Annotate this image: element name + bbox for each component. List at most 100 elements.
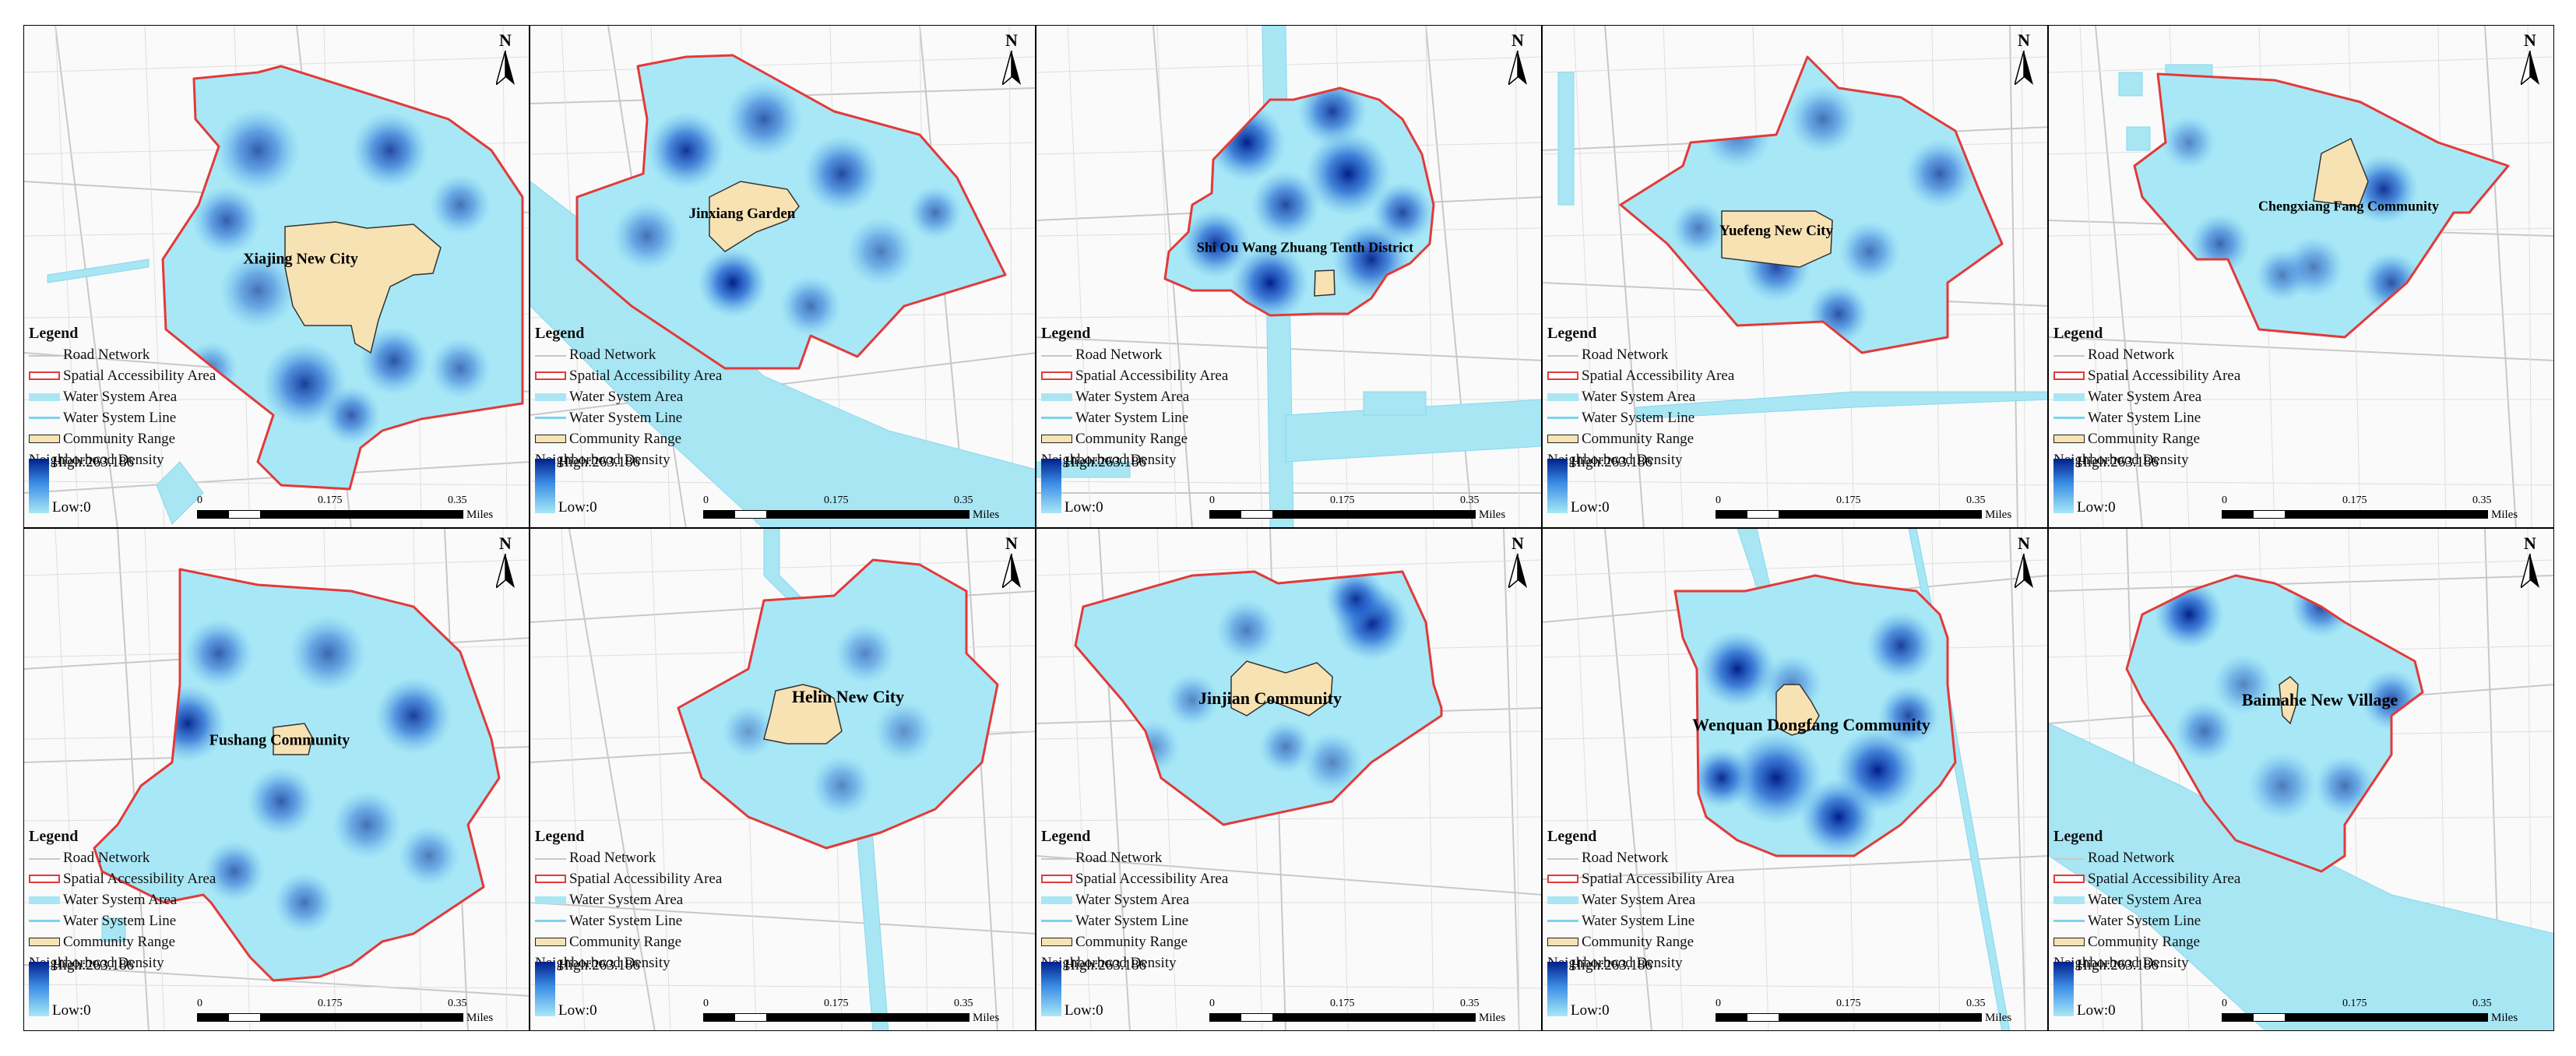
legend: Legend Road Network Spatial Accessibility …: [1547, 826, 1804, 973]
community-label: Shi Ou Wang Zhuang Tenth District: [1196, 239, 1414, 255]
scale-bar-graphic: [703, 510, 970, 519]
scale-zero: 0: [703, 998, 709, 1009]
legend-water-area-label: Water System Area: [2088, 389, 2202, 405]
density-high-label: High:263.186: [52, 957, 135, 973]
legend-item-community: Community Range: [535, 931, 792, 952]
water-area-swatch: [1547, 392, 1578, 401]
legend-item-area: Spatial Accessibility Area: [1041, 868, 1298, 889]
spatial-accessibility-boundary: [161, 65, 524, 491]
water-line-swatch: [1041, 417, 1072, 419]
map-canvas: [1036, 529, 1541, 1030]
area-swatch: [29, 875, 60, 883]
map-canvas: [2049, 26, 2553, 527]
scale-bar: 0 0.175 0.35 Miles: [2222, 495, 2549, 526]
spatial-accessibility-boundary: [1163, 86, 1435, 317]
legend-item-community: Community Range: [535, 428, 792, 449]
water-area: [101, 917, 126, 942]
scale-unit: Miles: [2491, 509, 2518, 521]
water-area: [47, 259, 150, 283]
scale-unit: Miles: [1479, 1012, 1506, 1024]
water-line-swatch: [2053, 920, 2085, 922]
legend-item-water-line: Water System Line: [1547, 910, 1804, 931]
scale-unit: Miles: [1985, 509, 2012, 521]
scale-bar: 0 0.175 0.35 Miles: [703, 495, 1030, 526]
legend-water-area-label: Water System Area: [569, 389, 684, 405]
legend-area-label: Spatial Accessibility Area: [63, 368, 216, 384]
legend-item-road: Road Network: [1041, 344, 1298, 365]
community-label: Helin New City: [791, 687, 905, 706]
scale-bar: 0 0.175 0.35 Miles: [2222, 998, 2549, 1029]
legend-area-label: Spatial Accessibility Area: [1582, 871, 1735, 887]
density-surface: [1621, 57, 2002, 353]
legend-road-label: Road Network: [1582, 347, 1669, 363]
area-swatch: [535, 371, 566, 380]
community-swatch: [535, 938, 566, 946]
water-area-swatch: [1547, 896, 1578, 904]
scale-zero: 0: [703, 495, 709, 506]
legend-water-line-label: Water System Line: [569, 913, 683, 929]
legend-item-road: Road Network: [1547, 344, 1804, 365]
water-area-swatch: [29, 392, 60, 401]
water-area: [2126, 126, 2151, 151]
density-high-label: High:263.186: [2077, 454, 2159, 470]
legend-water-line-label: Water System Line: [63, 410, 177, 426]
scale-bar: 0 0.175 0.35 Miles: [1209, 998, 1536, 1029]
map-canvas: [2049, 529, 2553, 1030]
spatial-accessibility-boundary: [2133, 72, 2510, 339]
legend-item-community: Community Range: [2053, 428, 2310, 449]
legend: Legend Road Network Spatial Accessibility …: [535, 323, 792, 470]
legend-community-label: Community Range: [1582, 431, 1694, 447]
north-arrow-icon: [1508, 51, 1527, 85]
legend-area-label: Spatial Accessibility Area: [63, 871, 216, 887]
map-canvas: [1036, 26, 1541, 527]
scale-max: 0.35: [2472, 495, 2492, 506]
legend-title: Legend: [535, 828, 585, 845]
density-color-ramp: [29, 459, 49, 513]
legend-item-water-area: Water System Area: [535, 386, 792, 407]
legend-road-label: Road Network: [63, 850, 150, 866]
legend-item-water-area: Water System Area: [2053, 889, 2310, 910]
scale-unit: Miles: [1985, 1012, 2012, 1024]
community-range: [284, 221, 442, 354]
north-label: N: [2524, 533, 2536, 553]
north-arrow: N: [2514, 30, 2546, 85]
map-grid: Xiajing New City N Legend Road Network Spati…: [23, 25, 2554, 1031]
density-low-label: Low:0: [2077, 1002, 2116, 1019]
water-area: [1363, 391, 1427, 416]
scale-mid: 0.175: [2342, 495, 2367, 506]
scale-mid: 0.175: [2342, 998, 2367, 1009]
legend-item-community: Community Range: [29, 931, 286, 952]
scale-unit: Miles: [2491, 1012, 2518, 1024]
legend-item-community: Community Range: [29, 428, 286, 449]
legend-road-label: Road Network: [2088, 347, 2175, 363]
legend-item-road: Road Network: [535, 344, 792, 365]
area-swatch: [1041, 875, 1072, 883]
legend-road-label: Road Network: [1075, 850, 1163, 866]
north-arrow-icon: [2015, 51, 2033, 85]
legend-item-water-area: Water System Area: [535, 889, 792, 910]
legend-road-label: Road Network: [569, 850, 656, 866]
road-swatch: [535, 354, 566, 357]
area-swatch: [2053, 875, 2085, 883]
legend-density-title: Neighborhood Density: [2053, 452, 2189, 468]
scale-max: 0.35: [448, 495, 467, 506]
density-high-label: High:263.186: [1571, 957, 1653, 973]
legend-community-label: Community Range: [1582, 934, 1694, 950]
community-range: [2313, 137, 2369, 207]
water-area-swatch: [535, 392, 566, 401]
scale-max: 0.35: [1460, 495, 1480, 506]
legend-water-line-label: Water System Line: [1582, 913, 1695, 929]
scale-bar-graphic: [2222, 510, 2488, 519]
water-area: [2118, 72, 2143, 97]
density-color-ramp: [535, 962, 555, 1016]
scale-max: 0.35: [1460, 998, 1480, 1009]
scale-zero: 0: [1209, 495, 1215, 506]
north-label: N: [1005, 533, 1018, 553]
legend-community-label: Community Range: [569, 934, 682, 950]
legend-title: Legend: [1041, 828, 1091, 845]
scale-bar-graphic: [1209, 1013, 1476, 1022]
legend-item-road: Road Network: [29, 847, 286, 868]
water-line-swatch: [1547, 920, 1578, 922]
legend-community-label: Community Range: [2088, 431, 2201, 447]
community-label: Jinxiang Garden: [688, 206, 796, 222]
